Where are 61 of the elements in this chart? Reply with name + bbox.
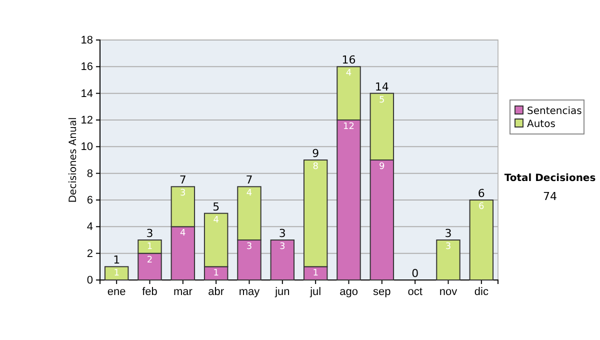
data-label: 3 xyxy=(246,242,252,252)
data-label: 3 xyxy=(280,242,286,252)
total-label: 3 xyxy=(146,227,154,240)
data-label: 8 xyxy=(312,162,319,172)
total-label: 7 xyxy=(246,174,253,187)
bar xyxy=(436,240,460,280)
data-label: 6 xyxy=(478,202,485,212)
bar xyxy=(104,266,129,280)
text: Total Decisiones xyxy=(504,173,596,184)
total-label: 6 xyxy=(478,187,485,200)
total-label: 14 xyxy=(374,80,389,94)
data-label: 1 xyxy=(114,268,120,279)
x-tick-label: ene xyxy=(107,286,126,298)
legend-label: Autos xyxy=(527,119,556,130)
x-tick-label: mar xyxy=(173,286,193,298)
y-tick-label: 0 xyxy=(86,274,93,287)
legend-label: Sentencias xyxy=(527,106,582,117)
data-label: 12 xyxy=(343,122,354,132)
x-tick-label: sep xyxy=(373,286,391,298)
y-tick-label: 16 xyxy=(80,61,93,74)
total-label: 3 xyxy=(444,227,452,240)
bar xyxy=(469,200,494,280)
total-label: 5 xyxy=(212,200,220,214)
total-label: 7 xyxy=(179,174,186,187)
bar xyxy=(270,240,295,280)
total-label: 16 xyxy=(342,54,356,67)
data-label: 4 xyxy=(180,228,186,239)
y-tick-label: 6 xyxy=(86,194,93,207)
x-tick-label: ago xyxy=(340,286,358,298)
total-label: 3 xyxy=(278,227,286,240)
y-tick-label: 14 xyxy=(80,88,93,100)
y-tick-label: 8 xyxy=(86,168,93,180)
text: 74 xyxy=(543,190,557,203)
x-tick-label: dic xyxy=(474,286,489,298)
y-tick-label: 18 xyxy=(80,34,93,47)
data-label: 4 xyxy=(346,68,352,79)
x-tick-label: may xyxy=(238,286,260,298)
data-label: 1 xyxy=(312,268,318,279)
y-tick-label: 2 xyxy=(86,248,93,260)
x-tick-label: jun xyxy=(274,286,290,298)
y-tick-label: 10 xyxy=(80,141,93,154)
data-label: 3 xyxy=(180,188,186,199)
data-label: 3 xyxy=(445,242,452,252)
y-tick-label: 12 xyxy=(80,114,93,127)
data-label: 2 xyxy=(146,255,153,266)
total-label: 0 xyxy=(412,267,419,280)
y-tick-label: 4 xyxy=(86,221,93,234)
data-label: 4 xyxy=(246,188,252,199)
x-tick-label: feb xyxy=(142,286,158,298)
data-label: 1 xyxy=(213,268,219,279)
y-axis-title: Decisiones Anual xyxy=(68,117,79,203)
x-tick-label: abr xyxy=(208,286,224,298)
x-tick-label: oct xyxy=(408,286,422,298)
data-label: 4 xyxy=(213,215,220,226)
x-tick-label: jul xyxy=(309,286,322,298)
total-label: 1 xyxy=(113,254,120,267)
data-label: 9 xyxy=(379,162,386,172)
total-label: 9 xyxy=(312,147,320,160)
data-label: 5 xyxy=(379,95,385,106)
data-label: 1 xyxy=(146,242,153,252)
x-tick-label: nov xyxy=(439,286,458,298)
